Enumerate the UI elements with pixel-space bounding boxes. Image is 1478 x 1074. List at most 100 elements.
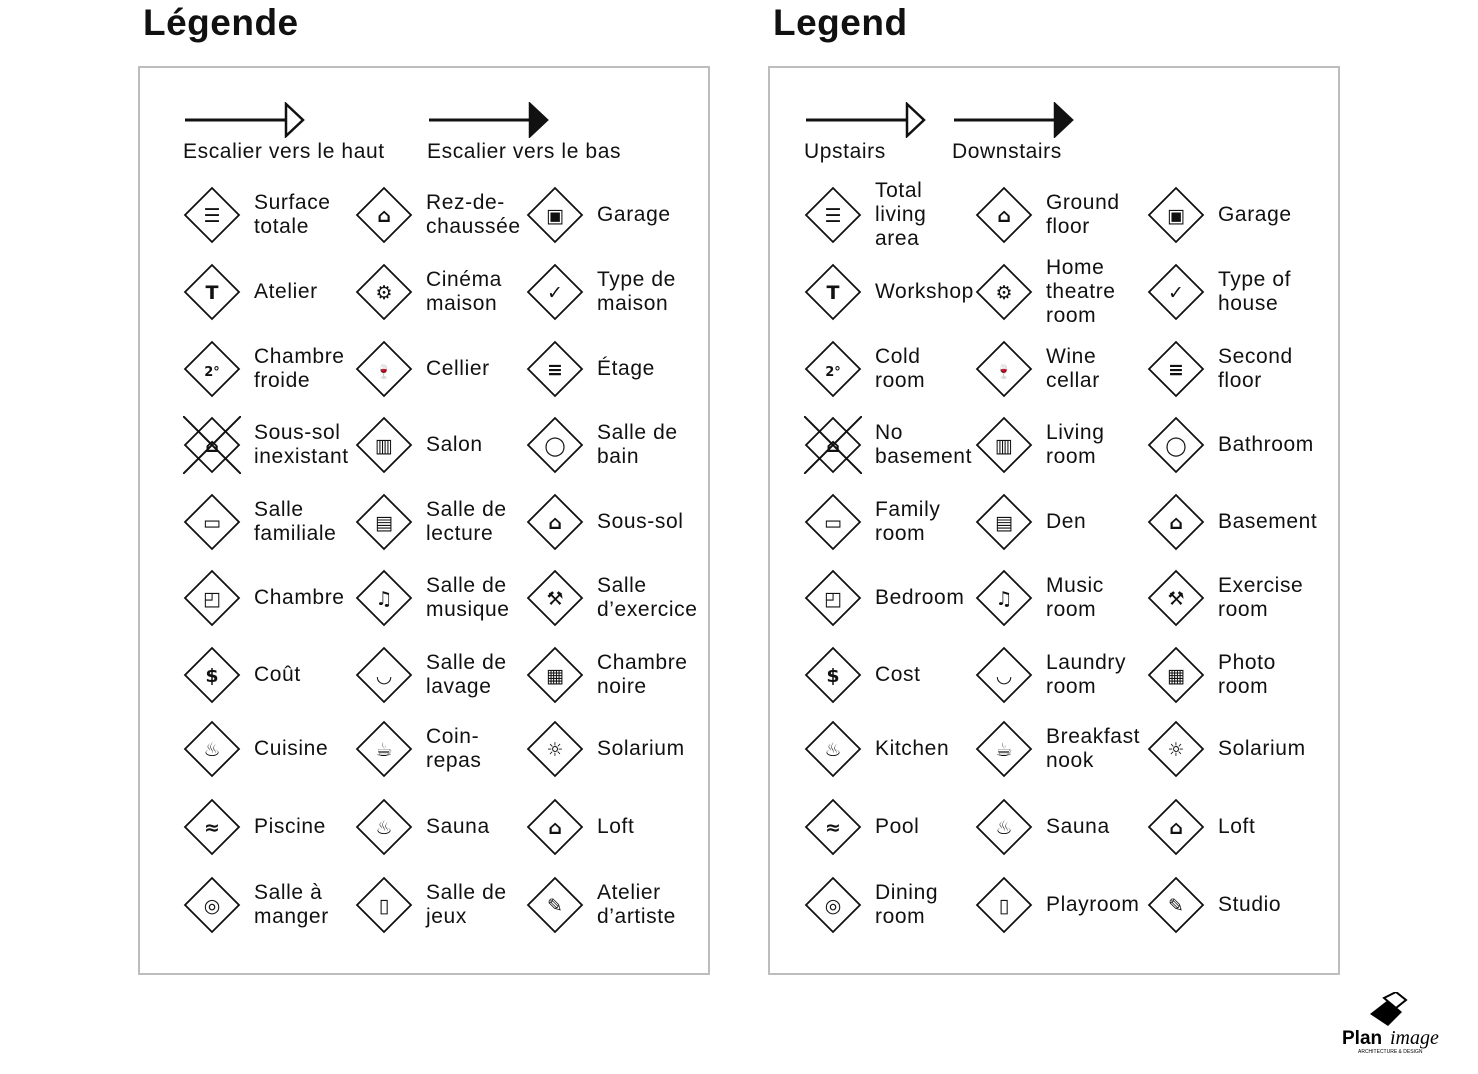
svg-text:⚒: ⚒ [546,588,563,610]
legend-item-label: Loft [597,815,635,838]
svg-text:T: T [206,282,219,304]
upstairs-arrow-icon [183,101,305,143]
bed-icon: ◰ [804,569,862,627]
music-note-icon: ♫ [975,569,1033,627]
legend-item: ▭ Salle familiale [183,493,373,563]
total-area-icon: ☰ [183,186,241,244]
coffee-cup-icon: ☕ [975,720,1033,778]
sofa-icon: ▥ [355,416,413,474]
legend-item-label: Wine cellar [1046,345,1100,392]
legend-item-label: Sous-sol [597,510,684,533]
cooking-pot-icon: ♨ [804,720,862,778]
legend-panel-fr: Escalier vers le haut Escalier vers le b… [138,66,710,975]
svg-text:$: $ [826,665,839,687]
svg-text:≡: ≡ [547,359,563,381]
basement-icon: ⌂ [1147,493,1205,551]
svg-text:▦: ▦ [1167,665,1185,687]
svg-text:◰: ◰ [203,588,221,610]
svg-text:▯: ▯ [379,895,389,917]
legend-item-label: Coût [254,663,301,686]
cooking-pot-icon: ♨ [183,720,241,778]
legend-item-label: Piscine [254,815,326,838]
legend-item-label: Type of house [1218,268,1292,315]
svg-text:⚒: ⚒ [1167,588,1184,610]
legend-item: ⚒ Salle d’exercice [526,569,716,639]
legend-item-label: Rez-de- chaussée [426,191,521,238]
svg-text:image: image [1390,1027,1439,1049]
svg-text:◎: ◎ [204,895,221,917]
legend-item-label: Atelier [254,280,318,303]
svg-text:▯: ▯ [999,895,1009,917]
legend-item: ≈ Piscine [183,798,373,868]
legend-item: T Atelier [183,263,373,333]
legend-item-label: Music room [1046,574,1104,621]
legend-item: ◡ Salle de lavage [355,646,545,716]
svg-text:✓: ✓ [1168,282,1184,304]
legend-item: ▯ Salle de jeux [355,876,545,946]
svg-text:⚙: ⚙ [995,282,1012,304]
svg-text:▥: ▥ [375,435,393,457]
svg-text:☰: ☰ [824,205,841,227]
svg-text:▥: ▥ [995,435,1013,457]
legend-item-label: Bedroom [875,586,965,609]
svg-text:♫: ♫ [375,588,392,610]
sauna-icon: ♨ [975,798,1033,856]
svg-text:▣: ▣ [1167,205,1185,227]
legend-item: ▤ Salle de lecture [355,493,545,563]
svg-text:♨: ♨ [375,817,392,839]
legend-item: ⌂ Ground floor [975,186,1165,256]
svg-text:⌂: ⌂ [1169,817,1183,839]
svg-text:☕: ☕ [375,739,392,761]
upstairs-arrow-icon [804,101,926,143]
legend-item-label: Salle de jeux [426,881,507,928]
toilet-icon: ◯ [1147,416,1205,474]
ground-floor-icon: ⌂ [975,186,1033,244]
swimmer-icon: ≈ [804,798,862,856]
music-note-icon: ♫ [355,569,413,627]
legend-item-label: Workshop [875,280,974,303]
legend-item: ◡ Laundry room [975,646,1165,716]
svg-text:☼: ☼ [546,739,563,761]
swimmer-icon: ≈ [183,798,241,856]
legend-item: 2° Cold room [804,340,994,410]
svg-text:⚙: ⚙ [375,282,392,304]
tv-icon: ▭ [804,493,862,551]
legend-item: ◰ Chambre [183,569,373,639]
legend-item: ⌂ Sous-sol [526,493,716,563]
legend-item-label: Type de maison [597,268,676,315]
book-icon: ▤ [975,493,1033,551]
legend-item-label: Solarium [597,737,685,760]
svg-text:$: $ [205,665,218,687]
legend-item-label: Chambre froide [254,345,345,392]
dollar-icon: $ [183,646,241,704]
loft-icon: ⌂ [1147,798,1205,856]
dumbbell-icon: ⚒ [1147,569,1205,627]
legend-item-label: Living room [1046,421,1105,468]
legend-item-label: Studio [1218,893,1282,916]
legend-item: ✓ Type de maison [526,263,716,333]
legend-item: ☰ Total living area [804,179,994,256]
book-icon: ▤ [355,493,413,551]
legend-item: ☼ Solarium [1147,720,1337,790]
palette-icon: ✎ [1147,876,1205,934]
legend-item: ▣ Garage [526,186,716,256]
legend-item-label: Kitchen [875,737,950,760]
legend-item: ≈ Pool [804,798,994,868]
legend-panel-en: Upstairs Downstairs ☰ Total living area … [768,66,1340,975]
legend-item-label: Cellier [426,357,490,380]
bed-icon: ◰ [183,569,241,627]
svg-text:▦: ▦ [546,665,564,687]
legend-item: ✎ Atelier d’artiste [526,876,716,946]
svg-text:≡: ≡ [1168,359,1184,381]
svg-text:✓: ✓ [547,282,563,304]
legend-item: $ Cost [804,646,994,716]
legend-item-label: Photo room [1218,651,1276,698]
legend-item: ☼ Solarium [526,720,716,790]
legend-item: ⚙ Cinéma maison [355,263,545,333]
legend-item-label: Salle de musique [426,574,510,621]
legend-item: $ Coût [183,646,373,716]
svg-text:T: T [827,282,840,304]
no-basement-icon: ⌂ [804,416,862,474]
svg-text:2°: 2° [825,365,841,380]
svg-text:▭: ▭ [203,512,221,534]
